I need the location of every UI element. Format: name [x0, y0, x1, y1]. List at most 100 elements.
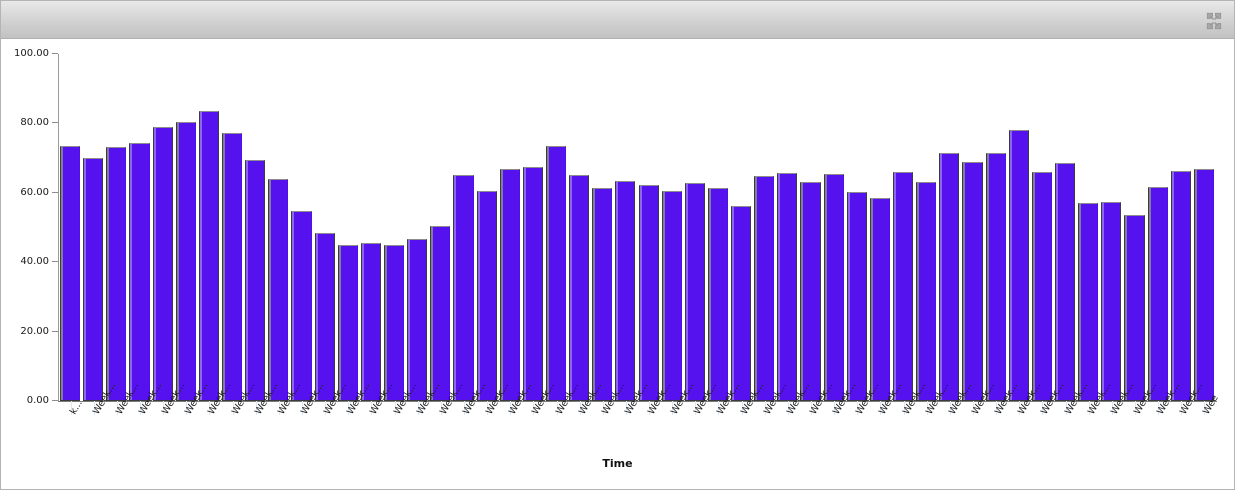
bar[interactable] — [83, 158, 104, 401]
bar[interactable] — [337, 244, 358, 401]
bar[interactable] — [1031, 171, 1052, 401]
bar[interactable] — [592, 187, 613, 401]
bar[interactable] — [291, 211, 312, 401]
bar[interactable] — [245, 160, 266, 401]
y-axis-tick-label: 40.00 — [20, 256, 49, 268]
x-axis-tick — [695, 401, 697, 415]
bar[interactable] — [846, 192, 867, 401]
x-axis-tick — [70, 401, 72, 415]
x-axis-tick — [93, 401, 95, 415]
x-axis-tick — [371, 401, 373, 415]
x-axis-tick — [741, 401, 743, 415]
bar[interactable] — [60, 145, 81, 401]
x-axis-tick — [163, 401, 165, 415]
bar[interactable] — [1078, 202, 1099, 401]
x-axis-title: Time — [602, 457, 633, 470]
x-axis-tick — [556, 401, 558, 415]
bar[interactable] — [985, 152, 1006, 401]
bar[interactable] — [360, 243, 381, 401]
y-axis-tick: 80.00 — [2, 117, 58, 129]
y-axis-tick-label: 60.00 — [20, 186, 49, 198]
x-axis-tick — [718, 401, 720, 415]
bar[interactable] — [893, 172, 914, 401]
bar[interactable] — [268, 178, 289, 401]
bar[interactable] — [1170, 171, 1191, 401]
bar[interactable] — [522, 167, 543, 401]
y-axis-tick: 40.00 — [2, 256, 58, 268]
bar[interactable] — [198, 111, 219, 401]
bar[interactable] — [1101, 201, 1122, 401]
bar[interactable] — [1055, 162, 1076, 401]
bar[interactable] — [499, 168, 520, 401]
x-axis-tick — [672, 401, 674, 415]
x-axis-tick — [1042, 401, 1044, 415]
bar[interactable] — [823, 173, 844, 401]
bar[interactable] — [615, 181, 636, 401]
x-axis-tick — [1019, 401, 1021, 415]
bar[interactable] — [684, 182, 705, 401]
x-axis-tick — [764, 401, 766, 415]
x-axis-line — [58, 401, 1217, 402]
bar[interactable] — [707, 187, 729, 401]
x-axis-tick — [417, 401, 419, 415]
bar[interactable] — [152, 127, 173, 401]
maximize-icon[interactable] — [1203, 10, 1225, 32]
x-axis-tick — [579, 401, 581, 415]
bar[interactable] — [1008, 129, 1029, 401]
x-axis-tick — [533, 401, 535, 415]
bar[interactable] — [661, 190, 682, 401]
x-axis-tick — [232, 401, 234, 415]
bar[interactable] — [383, 245, 405, 401]
bar[interactable] — [407, 238, 428, 401]
bar[interactable] — [638, 184, 659, 401]
bar[interactable] — [1124, 214, 1145, 401]
y-axis-tick-label: 0.00 — [26, 395, 49, 406]
bar[interactable] — [1147, 186, 1168, 401]
x-axis-tick — [186, 401, 188, 415]
bar[interactable] — [869, 198, 891, 401]
y-axis-tick-label: 20.00 — [20, 325, 49, 337]
x-axis-tick — [857, 401, 859, 415]
x-axis-tick — [463, 401, 465, 415]
bar[interactable] — [800, 182, 821, 401]
x-axis-tick — [394, 401, 396, 415]
plot-area — [59, 54, 1216, 401]
bar[interactable] — [916, 181, 937, 401]
x-axis-tick — [1088, 401, 1090, 415]
bar[interactable] — [314, 233, 335, 401]
bar[interactable] — [106, 146, 127, 401]
y-axis-tick-mark — [52, 53, 58, 54]
x-axis-tick — [255, 401, 257, 415]
bar[interactable] — [175, 122, 196, 401]
x-axis-tick — [1158, 401, 1160, 415]
bar[interactable] — [430, 226, 451, 401]
bar[interactable] — [476, 191, 497, 401]
x-axis-tick — [811, 401, 813, 415]
x-axis-tick — [625, 401, 627, 415]
x-axis-tick — [139, 401, 141, 415]
x-axis-tick — [348, 401, 350, 415]
bar[interactable] — [453, 175, 474, 401]
bar[interactable] — [754, 175, 775, 401]
bar[interactable] — [777, 173, 798, 401]
bar[interactable] — [1193, 168, 1214, 401]
x-axis-tick — [116, 401, 118, 415]
bar[interactable] — [731, 206, 752, 401]
x-axis-tick — [834, 401, 836, 415]
x-axis-tick — [903, 401, 905, 415]
y-axis-tick: 0.00 — [2, 395, 58, 407]
bar[interactable] — [129, 142, 150, 401]
x-axis-tick — [787, 401, 789, 415]
x-axis-tick — [440, 401, 442, 415]
bar[interactable] — [962, 161, 983, 401]
bar[interactable] — [221, 133, 243, 401]
bar[interactable] — [939, 153, 960, 401]
y-axis-tick: 20.00 — [2, 326, 58, 338]
bar-chart: 0.00 20.00 40.00 60.00 80.00 100.00 k... Week.… — [2, 39, 1233, 489]
bar[interactable] — [569, 174, 590, 401]
y-axis-tick-mark — [52, 122, 58, 124]
bar[interactable] — [545, 145, 567, 401]
x-axis-tick — [325, 401, 327, 415]
x-axis-tick — [880, 401, 882, 415]
